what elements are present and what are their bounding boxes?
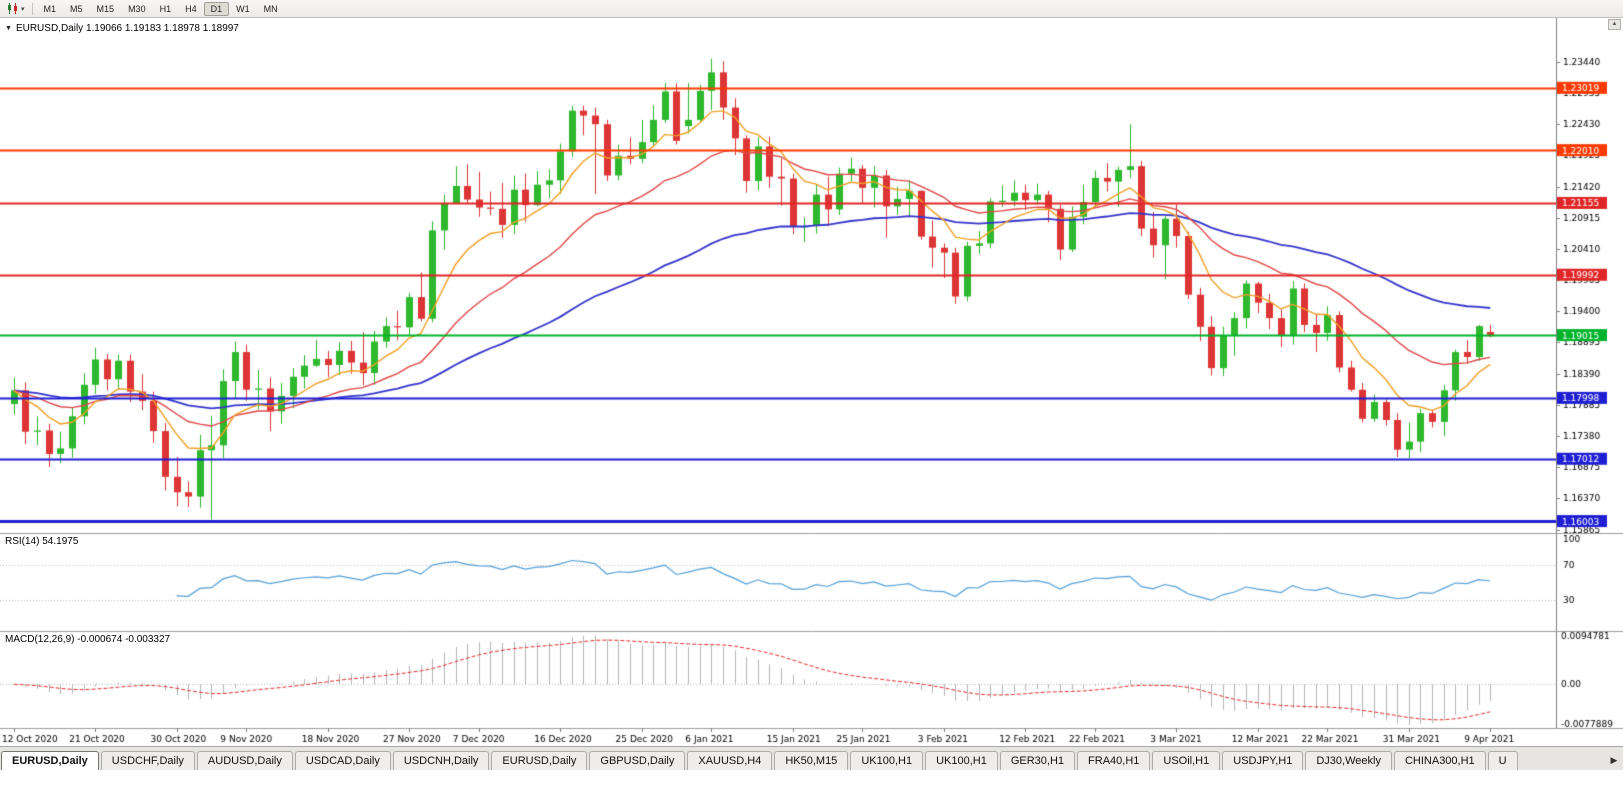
chart-tabs: EURUSD,Daily USDCHF,Daily AUDUSD,Daily USDC… bbox=[1, 751, 1606, 770]
toolbar-separator bbox=[31, 2, 33, 15]
bottom-filler bbox=[0, 770, 1623, 795]
chevron-down-icon: ▾ bbox=[21, 5, 25, 13]
tab-u[interactable]: U bbox=[1487, 751, 1518, 770]
collapse-triangle-icon[interactable]: ▼ bbox=[5, 25, 12, 32]
chart-title: ▼ EURUSD,Daily 1.19066 1.19183 1.18978 1… bbox=[5, 23, 239, 34]
tab-dj30-weekly[interactable]: DJ30,Weekly bbox=[1305, 751, 1392, 770]
tab-gbpusd-daily[interactable]: GBPUSD,Daily bbox=[589, 751, 686, 770]
timeframe-button-m15[interactable]: M15 bbox=[96, 3, 115, 14]
timeframe-button-m5[interactable]: M5 bbox=[70, 3, 83, 14]
tab-xauusd-h4[interactable]: XAUUSD,H4 bbox=[687, 751, 773, 770]
tab-eurusd-daily[interactable]: EURUSD,Daily bbox=[491, 751, 588, 770]
tab-usdchf-daily[interactable]: USDCHF,Daily bbox=[100, 751, 195, 770]
tab-eurusd-daily[interactable]: EURUSD,Daily bbox=[1, 751, 99, 770]
tab-ger30-h1[interactable]: GER30,H1 bbox=[999, 751, 1076, 770]
price-chart-canvas[interactable] bbox=[0, 18, 1623, 746]
timeframe-button-mn[interactable]: MN bbox=[263, 3, 278, 14]
rsi-indicator-label: RSI(14) 54.1975 bbox=[5, 536, 79, 547]
tab-uk100-h1[interactable]: UK100,H1 bbox=[925, 751, 998, 770]
timeframe-buttons: M1 M5 M15 M30 H1 H4 D1 W1 MN bbox=[37, 1, 285, 16]
timeframe-button-h1[interactable]: H1 bbox=[159, 3, 172, 14]
timeframe-button-d1[interactable]: D1 bbox=[203, 1, 230, 16]
scroll-up-button[interactable]: ▲ bbox=[1608, 19, 1621, 30]
timeframe-button-m1[interactable]: M1 bbox=[43, 3, 57, 14]
tab-usdjpy-h1[interactable]: USDJPY,H1 bbox=[1222, 751, 1304, 770]
tab-hk50-m15[interactable]: HK50,M15 bbox=[774, 751, 849, 770]
tab-scroll-right-button[interactable]: ▶ bbox=[1610, 755, 1618, 765]
tab-uk100-h1[interactable]: UK100,H1 bbox=[850, 751, 924, 770]
tab-usdcnh-daily[interactable]: USDCNH,Daily bbox=[392, 751, 490, 770]
symbol-ohlc-label: EURUSD,Daily 1.19066 1.19183 1.18978 1.1… bbox=[15, 23, 239, 34]
tab-audusd-daily[interactable]: AUDUSD,Daily bbox=[196, 751, 293, 770]
chart-type-button[interactable]: ▾ bbox=[3, 1, 28, 17]
tab-usdcad-daily[interactable]: USDCAD,Daily bbox=[294, 751, 391, 770]
timeframe-button-w1[interactable]: W1 bbox=[236, 3, 250, 14]
timeframe-button-m30[interactable]: M30 bbox=[128, 3, 146, 14]
chart-area: ▼ EURUSD,Daily 1.19066 1.19183 1.18978 1… bbox=[0, 18, 1623, 746]
toolbar: ▾ M1 M5 M15 M30 H1 H4 D1 W1 MN bbox=[0, 0, 1623, 18]
tab-usoil-h1[interactable]: USOil,H1 bbox=[1152, 751, 1221, 770]
macd-indicator-label: MACD(12,26,9) -0.000674 -0.003327 bbox=[5, 634, 171, 645]
timeframe-button-h4[interactable]: H4 bbox=[185, 3, 197, 14]
tab-bar: EURUSD,Daily USDCHF,Daily AUDUSD,Daily USDC… bbox=[0, 746, 1623, 770]
tab-china300-h1[interactable]: CHINA300,H1 bbox=[1393, 751, 1486, 770]
candlestick-chart-icon bbox=[8, 3, 17, 14]
tab-fra40-h1[interactable]: FRA40,H1 bbox=[1077, 751, 1151, 770]
